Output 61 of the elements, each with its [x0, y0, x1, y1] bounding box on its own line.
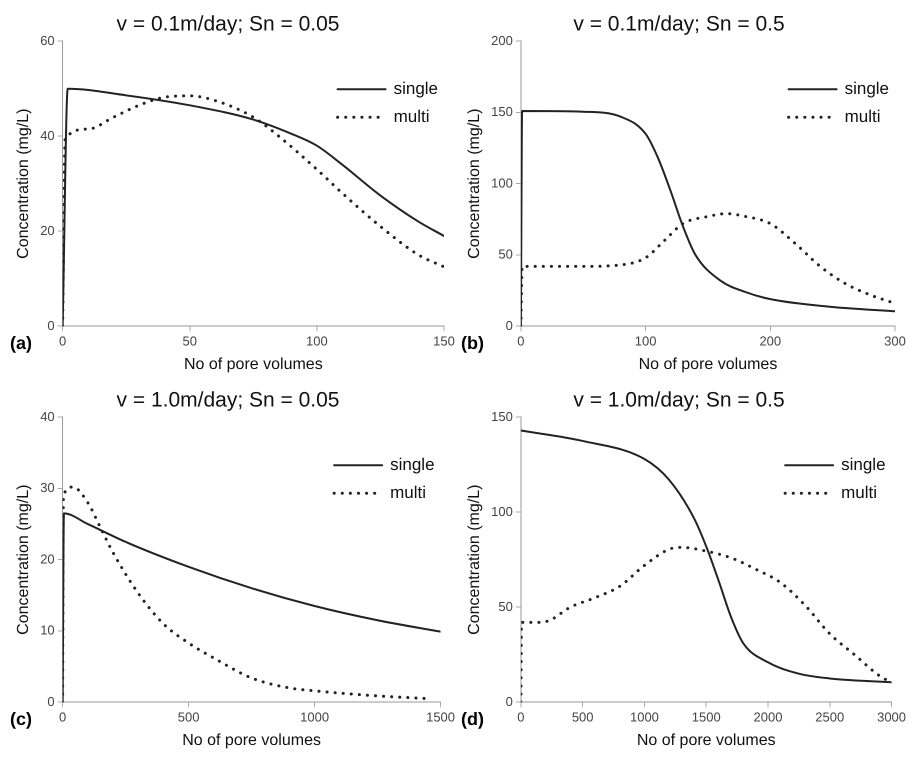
- legend-label: multi: [390, 482, 426, 502]
- y-tick-label: 20: [40, 222, 55, 238]
- legend-label: multi: [841, 482, 878, 502]
- x-tick-label: 500: [572, 710, 594, 725]
- chart-title: v = 1.0m/day; Sn = 0.05: [116, 388, 340, 412]
- legend-label: multi: [394, 106, 430, 126]
- legend-label: single: [390, 454, 435, 474]
- x-axis-title: No of pore volumes: [182, 732, 321, 749]
- x-axis-title: No of pore volumes: [638, 356, 778, 373]
- x-tick-label: 0: [517, 334, 525, 349]
- y-tick-label: 200: [491, 32, 513, 48]
- chart-title: v = 0.1m/day; Sn = 0.05: [116, 12, 340, 36]
- text: (b): [461, 333, 484, 354]
- x-tick-label: 0: [59, 710, 66, 725]
- x-tick-label: 300: [884, 334, 906, 349]
- x-tick-label: 3000: [877, 710, 906, 725]
- legend-label: single: [394, 78, 438, 98]
- y-axis-title: Concentration (mg/L): [15, 108, 32, 259]
- x-axis-title: No of pore volumes: [636, 732, 776, 749]
- chart-title: v = 0.1m/day; Sn = 0.5: [573, 12, 785, 36]
- x-tick-label: 150: [433, 334, 455, 349]
- y-tick-label: 30: [40, 480, 55, 496]
- y-tick-label: 100: [491, 504, 513, 519]
- x-tick-label: 100: [306, 334, 328, 349]
- text: (a): [10, 333, 32, 354]
- legend-label: single: [841, 454, 886, 474]
- x-tick-label: 1500: [426, 710, 455, 725]
- x-tick-label: 1000: [300, 710, 330, 725]
- x-tick-label: 200: [759, 334, 782, 349]
- y-tick-label: 50: [498, 246, 513, 262]
- y-tick-label: 50: [498, 598, 513, 614]
- text: (d): [461, 709, 484, 730]
- x-axis-title: No of pore volumes: [184, 356, 323, 373]
- y-tick-label: 0: [47, 318, 55, 333]
- legend-label: single: [844, 78, 890, 98]
- y-tick-label: 10: [40, 622, 55, 638]
- y-tick-label: 40: [40, 128, 55, 143]
- x-tick-label: 0: [517, 710, 525, 725]
- y-tick-label: 40: [40, 408, 55, 424]
- y-tick-label: 60: [40, 32, 55, 48]
- x-tick-label: 0: [59, 334, 66, 349]
- x-tick-label: 500: [178, 710, 200, 725]
- x-tick-label: 50: [182, 334, 198, 349]
- text: (c): [10, 709, 32, 730]
- x-tick-label: 1000: [630, 710, 659, 725]
- legend-label: multi: [844, 106, 880, 126]
- y-axis-title: Concentration (mg/L): [15, 484, 32, 635]
- y-tick-label: 0: [506, 694, 513, 709]
- y-tick-label: 20: [40, 551, 55, 566]
- y-tick-label: 150: [491, 408, 513, 424]
- y-tick-label: 100: [491, 175, 513, 190]
- y-tick-label: 150: [491, 104, 513, 120]
- x-tick-label: 2000: [754, 710, 782, 725]
- y-axis-title: Concentration (mg/L): [466, 108, 484, 259]
- x-tick-label: 100: [634, 334, 656, 349]
- y-tick-label: 0: [506, 318, 513, 333]
- x-tick-label: 2500: [815, 710, 844, 725]
- chart-title: v = 1.0m/day; Sn = 0.5: [573, 388, 785, 412]
- y-axis-title: Concentration (mg/L): [466, 484, 484, 635]
- y-tick-label: 0: [47, 694, 55, 709]
- x-tick-label: 1500: [692, 710, 721, 725]
